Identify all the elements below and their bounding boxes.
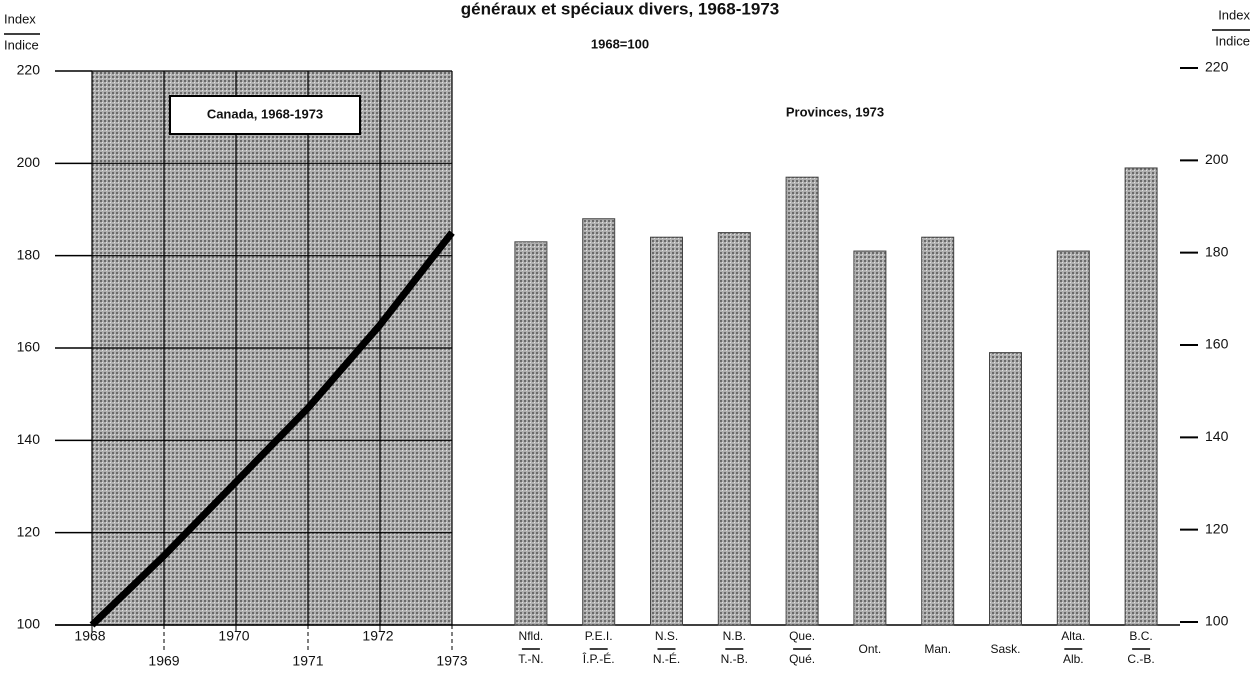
x-tick-label: Que.	[789, 629, 815, 643]
y-tick-label: 140	[1205, 428, 1229, 444]
x-tick-label: N.-É.	[653, 651, 680, 666]
x-tick-label: Alb.	[1063, 652, 1084, 666]
y-tick-label: 120	[17, 523, 41, 539]
bar	[853, 250, 887, 626]
x-tick-label: 1970	[218, 628, 249, 644]
bar	[582, 218, 616, 626]
y-tick-label: 140	[17, 431, 41, 447]
annotation-box	[169, 95, 361, 135]
bar	[717, 232, 751, 626]
x-tick-label: Alta.	[1061, 629, 1085, 643]
x-tick-label: Sask.	[990, 642, 1020, 656]
x-tick-label: 1973	[436, 653, 467, 669]
x-tick-label: N.S.	[655, 629, 678, 643]
y-tick-label: 100	[1205, 613, 1229, 629]
x-tick-label: C.-B.	[1127, 652, 1154, 666]
x-tick-label: 1972	[362, 628, 393, 644]
x-tick-label: 1968	[74, 628, 105, 644]
x-tick-label: N.B.	[723, 629, 746, 643]
x-tick-label: N.-B.	[721, 652, 748, 666]
y-axis-label: Index	[4, 11, 36, 26]
y-tick-label: 220	[1205, 59, 1229, 75]
y-tick-label: 120	[1205, 520, 1229, 536]
chart-title: généraux et spéciaux divers, 1968-1973	[461, 0, 779, 18]
y-axis-label: Indice	[1215, 33, 1250, 48]
y-tick-label: 200	[1205, 151, 1229, 167]
data-line	[89, 230, 455, 628]
x-tick-label: Î.P.-É.	[582, 651, 615, 666]
annotation: Provinces, 1973	[786, 104, 884, 119]
bar	[989, 352, 1022, 626]
y-tick-label: 160	[17, 339, 41, 355]
bar	[1124, 167, 1158, 626]
y-tick-label: 180	[17, 246, 41, 262]
chart-subtitle: 1968=100	[591, 36, 649, 51]
x-tick-label: Ont.	[859, 642, 882, 656]
y-axis-label: Indice	[4, 37, 39, 52]
x-tick-label: Qué.	[789, 652, 815, 666]
y-tick-label: 180	[1205, 243, 1229, 259]
x-tick-label: 1969	[148, 653, 179, 669]
x-tick-label: T.-N.	[518, 652, 543, 666]
bar	[785, 176, 819, 626]
x-tick-label: B.C.	[1129, 629, 1152, 643]
y-tick-label: 200	[17, 154, 41, 170]
x-tick-label: Man.	[924, 642, 951, 656]
bar	[921, 236, 955, 626]
x-tick-label: Nfld.	[519, 629, 544, 643]
x-tick-label: 1971	[292, 653, 323, 669]
y-tick-label: 100	[17, 616, 41, 632]
y-tick-label: 160	[1205, 336, 1229, 352]
annotation: Canada, 1968-1973	[207, 106, 323, 121]
x-tick-label: P.E.I.	[585, 629, 613, 643]
bar	[1056, 250, 1090, 626]
y-tick-label: 220	[17, 62, 41, 78]
y-axis-label: Index	[1218, 7, 1250, 22]
bar	[514, 241, 548, 626]
bar	[650, 236, 683, 626]
